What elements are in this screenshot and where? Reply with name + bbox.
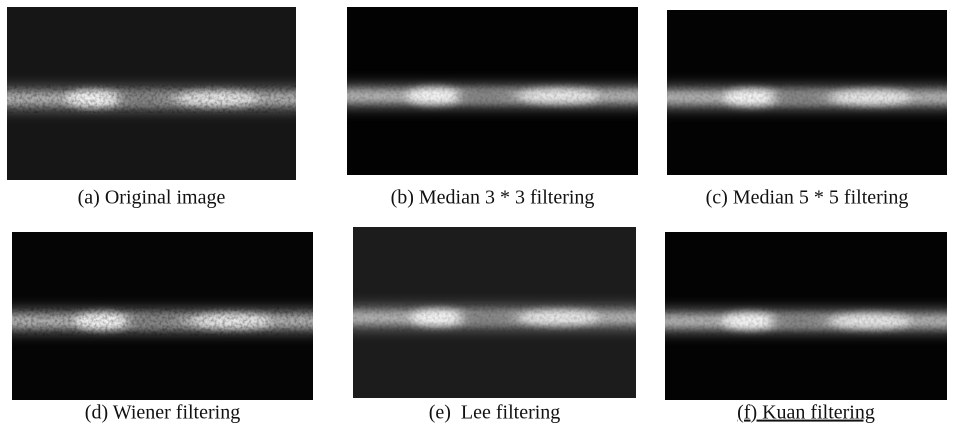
- image-panel: (c) Median 5 * 5 filtering: [667, 10, 947, 209]
- image: [665, 232, 947, 400]
- image: [347, 7, 638, 175]
- caption: (e) Lee filtering: [429, 402, 561, 424]
- image: [667, 10, 947, 175]
- image: [353, 227, 636, 398]
- caption: (f) Kuan filtering: [737, 402, 875, 424]
- caption: (d) Wiener filtering: [85, 402, 240, 424]
- caption: (c) Median 5 * 5 filtering: [706, 187, 909, 209]
- image-noise: [7, 84, 296, 113]
- image: [7, 7, 296, 180]
- image-noise: [667, 83, 947, 112]
- image-panel: (b) Median 3 * 3 filtering: [347, 7, 638, 209]
- image-panel: (f) Kuan filtering: [665, 232, 947, 424]
- image-panel: (d) Wiener filtering: [12, 232, 313, 424]
- image-panel: (e) Lee filtering: [353, 227, 636, 424]
- image-noise: [347, 82, 638, 111]
- image-noise: [665, 307, 947, 336]
- caption: (b) Median 3 * 3 filtering: [391, 187, 595, 209]
- image-noise: [12, 307, 313, 336]
- image-panel: (a) Original image: [7, 7, 296, 209]
- caption: (a) Original image: [78, 187, 226, 209]
- image: [12, 232, 313, 400]
- image-noise: [353, 303, 636, 332]
